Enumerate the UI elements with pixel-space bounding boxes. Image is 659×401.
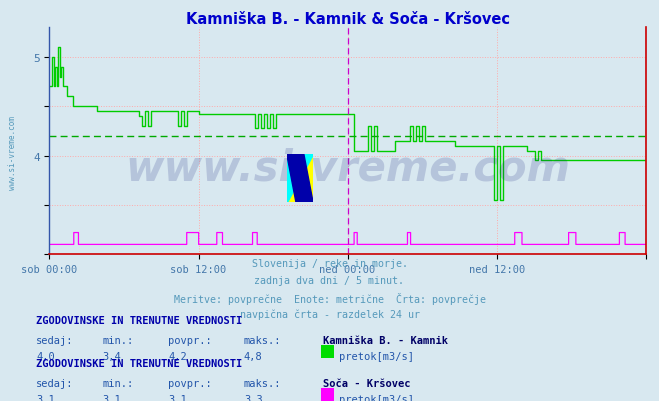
Title: Kamniška B. - Kamnik & Soča - Kršovec: Kamniška B. - Kamnik & Soča - Kršovec [186,12,509,27]
Text: pretok[m3/s]: pretok[m3/s] [339,351,414,361]
Text: Kamniška B. - Kamnik: Kamniška B. - Kamnik [323,336,448,346]
Text: www.si-vreme.com: www.si-vreme.com [8,115,17,189]
Text: 3,4: 3,4 [102,351,121,361]
Text: 4,2: 4,2 [168,351,186,361]
Text: min.:: min.: [102,336,133,346]
Polygon shape [287,154,313,203]
Text: 4,8: 4,8 [244,351,262,361]
Text: sedaj:: sedaj: [36,336,74,346]
Text: 3,1: 3,1 [102,394,121,401]
Text: Meritve: povprečne  Enote: metrične  Črta: povprečje: Meritve: povprečne Enote: metrične Črta:… [173,292,486,304]
Text: 3,3: 3,3 [244,394,262,401]
Text: 3,1: 3,1 [168,394,186,401]
Polygon shape [287,154,313,203]
Text: ZGODOVINSKE IN TRENUTNE VREDNOSTI: ZGODOVINSKE IN TRENUTNE VREDNOSTI [36,358,243,368]
Text: 3,1: 3,1 [36,394,55,401]
Text: min.:: min.: [102,379,133,389]
Text: maks.:: maks.: [244,379,281,389]
Text: maks.:: maks.: [244,336,281,346]
Text: www.si-vreme.com: www.si-vreme.com [125,148,570,190]
Text: povpr.:: povpr.: [168,379,212,389]
Text: pretok[m3/s]: pretok[m3/s] [339,394,414,401]
Text: Soča - Kršovec: Soča - Kršovec [323,379,411,389]
Text: povpr.:: povpr.: [168,336,212,346]
Text: sedaj:: sedaj: [36,379,74,389]
Text: zadnja dva dni / 5 minut.: zadnja dva dni / 5 minut. [254,275,405,286]
Text: Slovenija / reke in morje.: Slovenija / reke in morje. [252,259,407,269]
Polygon shape [287,154,313,203]
Text: 4,0: 4,0 [36,351,55,361]
Text: ZGODOVINSKE IN TRENUTNE VREDNOSTI: ZGODOVINSKE IN TRENUTNE VREDNOSTI [36,315,243,325]
Text: navpična črta - razdelek 24 ur: navpična črta - razdelek 24 ur [239,309,420,320]
